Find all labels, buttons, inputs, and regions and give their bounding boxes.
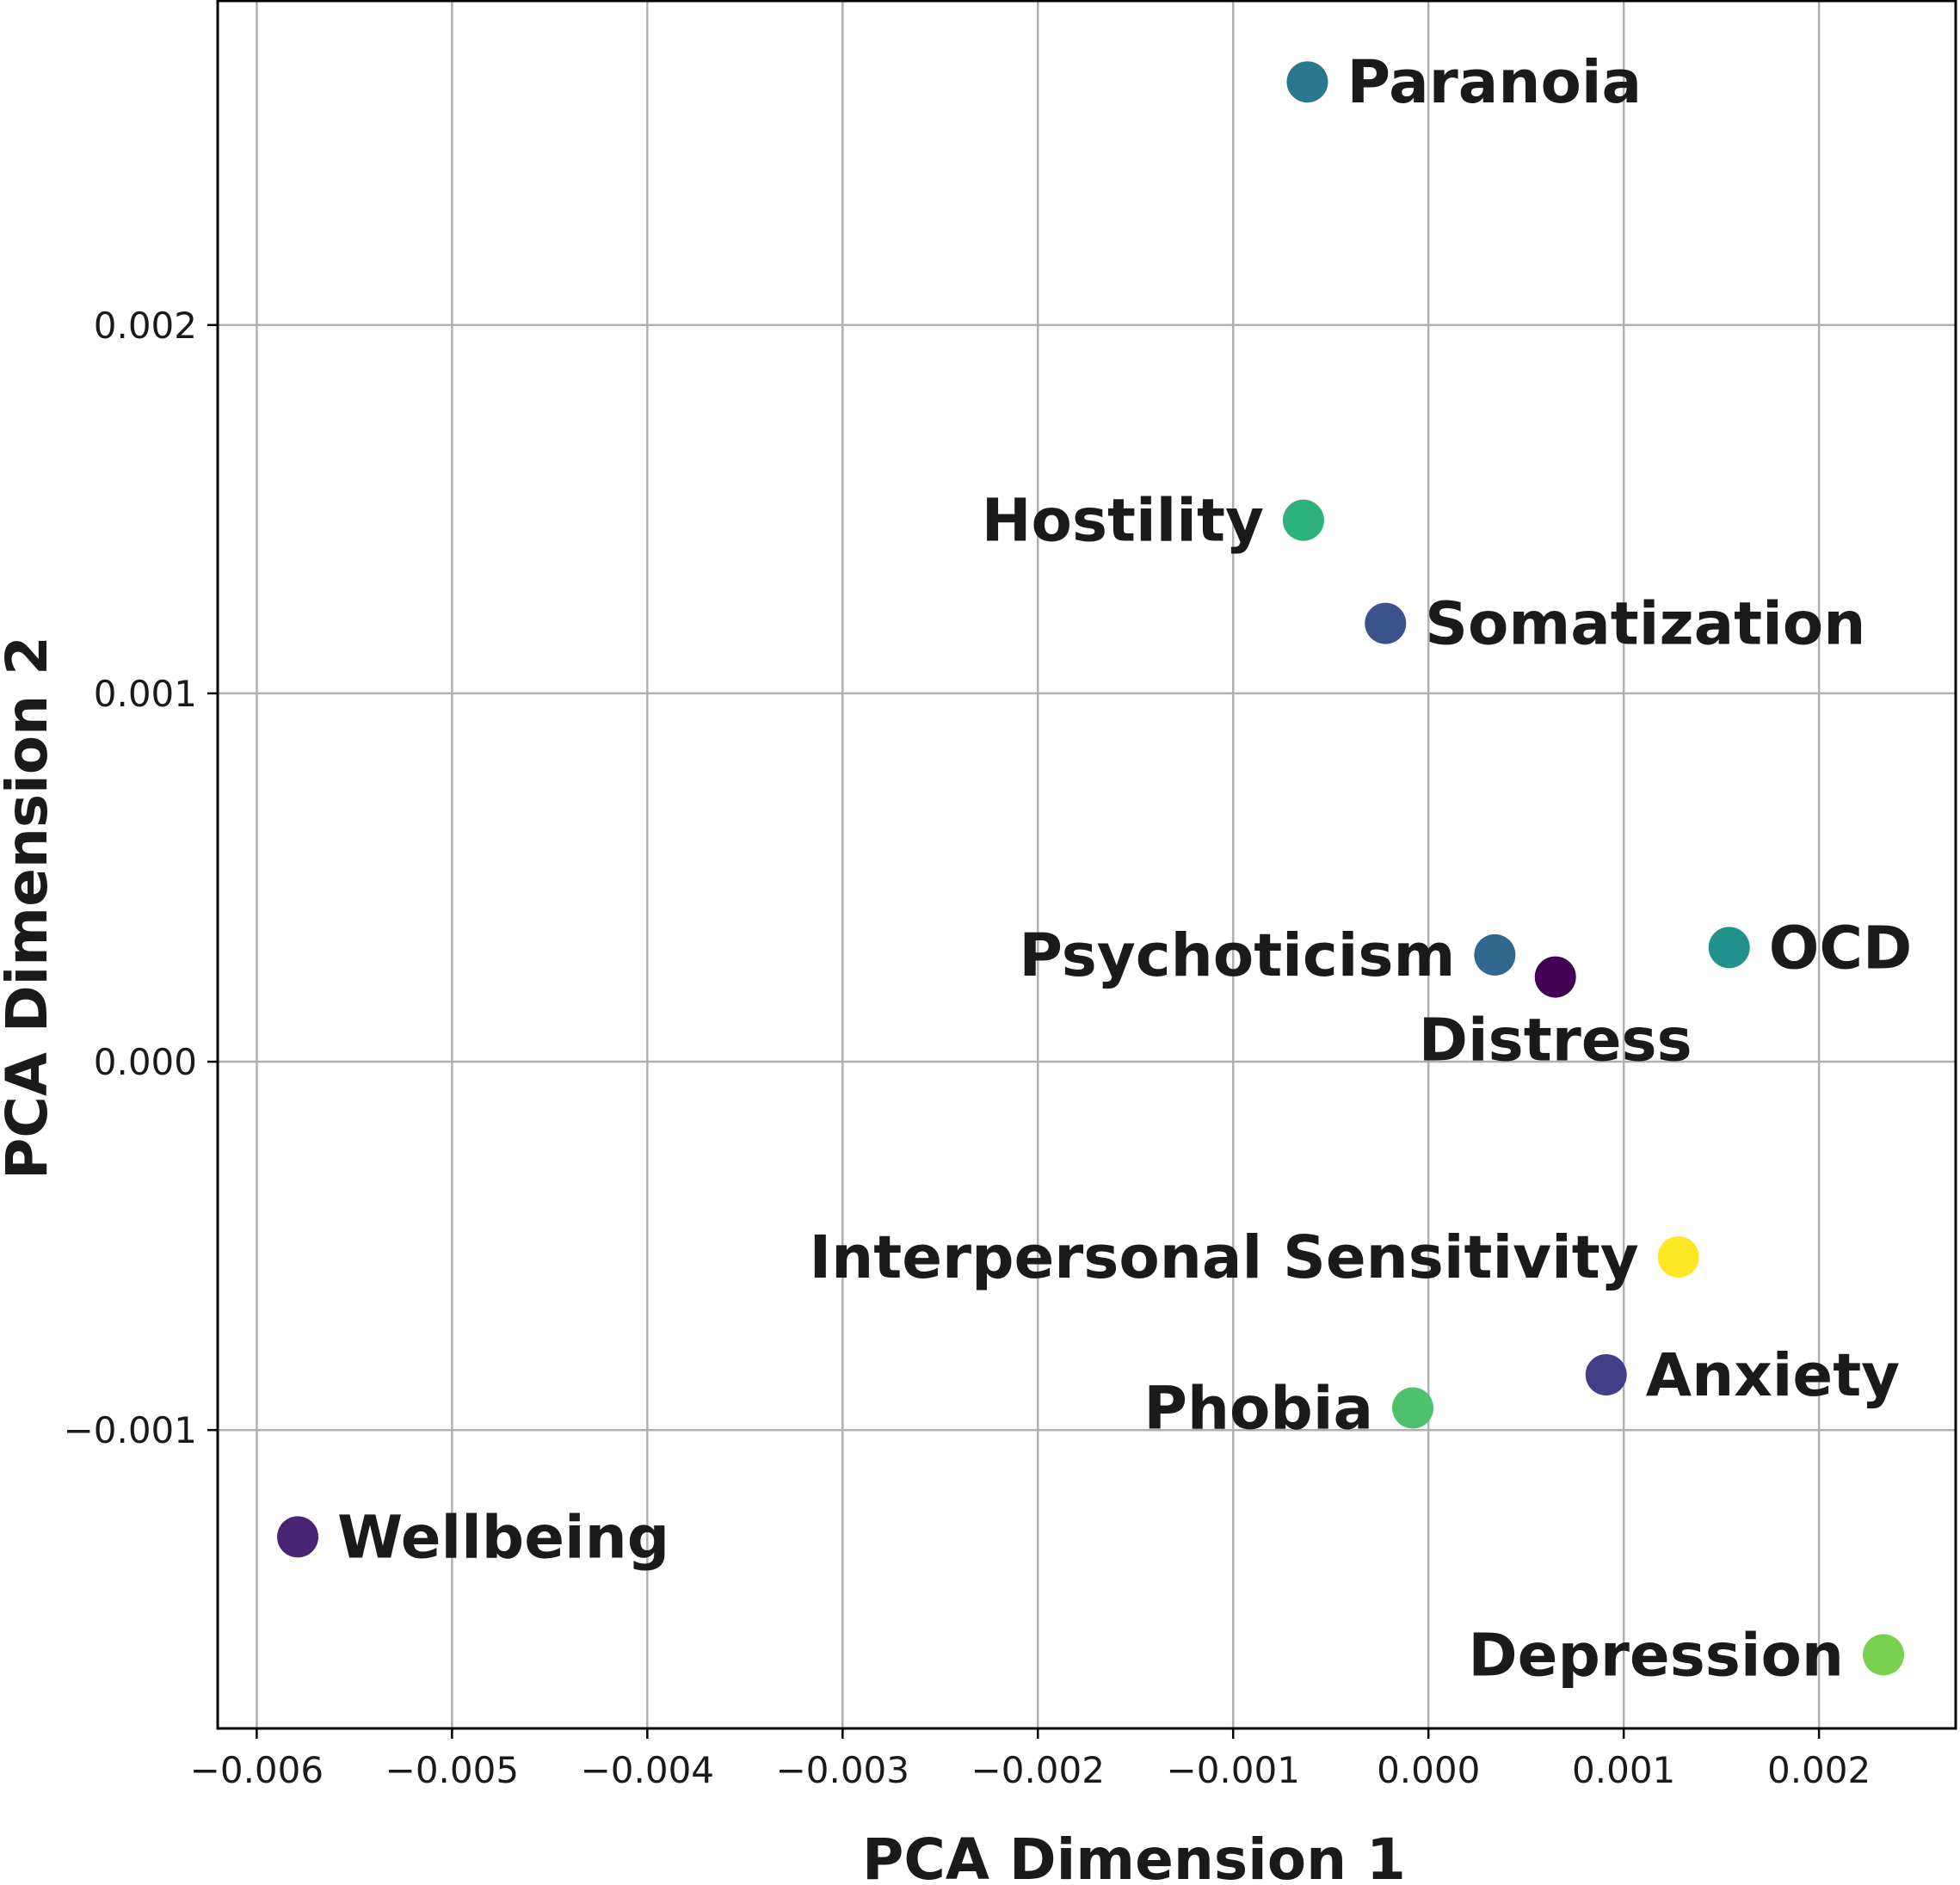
point-label-paranoia: Paranoia xyxy=(1347,48,1642,117)
point-ocd xyxy=(1708,927,1750,969)
grid xyxy=(218,1,1956,1728)
y-tick-label: 0.000 xyxy=(94,1041,197,1083)
point-depression xyxy=(1863,1634,1905,1676)
y-tick-label: 0.001 xyxy=(94,673,197,715)
x-axis-title: PCA Dimension 1 xyxy=(862,1826,1406,1885)
x-tick-label: 0.001 xyxy=(1572,1749,1675,1791)
x-tick-label: −0.004 xyxy=(581,1749,714,1791)
x-tick-label: −0.006 xyxy=(190,1749,324,1791)
x-tick-label: 0.002 xyxy=(1767,1749,1871,1791)
point-label-depression: Depression xyxy=(1468,1621,1844,1690)
plot-frame xyxy=(216,0,1957,1730)
y-axis-title: PCA Dimension 2 xyxy=(0,636,60,1180)
point-paranoia xyxy=(1286,61,1328,103)
x-tick-label: −0.001 xyxy=(1167,1749,1300,1791)
point-label-phobia: Phobia xyxy=(1143,1375,1373,1444)
x-tick-label: −0.002 xyxy=(971,1749,1105,1791)
point-label-wellbeing: Wellbeing xyxy=(337,1503,669,1572)
point-label-ocd: OCD xyxy=(1769,914,1913,983)
point-wellbeing xyxy=(277,1516,319,1558)
point-hostility xyxy=(1282,499,1324,541)
point-interpersonal-sensitivity xyxy=(1657,1235,1699,1278)
x-tick-label: −0.003 xyxy=(776,1749,909,1791)
point-label-psychoticism: Psychoticism xyxy=(1019,921,1455,990)
x-tick-label: 0.000 xyxy=(1377,1749,1480,1791)
x-tick-label: −0.005 xyxy=(385,1749,519,1791)
point-label-hostility: Hostility xyxy=(982,487,1264,556)
y-tick-label: 0.002 xyxy=(94,305,197,347)
point-label-distress: Distress xyxy=(1419,1007,1692,1075)
point-distress xyxy=(1534,956,1576,998)
point-label-interpersonal-sensitivity: Interpersonal Sensitivity xyxy=(809,1223,1638,1292)
point-phobia xyxy=(1392,1387,1434,1429)
point-psychoticism xyxy=(1474,933,1516,976)
axis-ticks: −0.006 −0.005 −0.004 −0.003 −0.002 −0.001 0.00… xyxy=(64,305,1871,1791)
point-label-anxiety: Anxiety xyxy=(1646,1341,1900,1410)
data-points xyxy=(277,61,1905,1676)
point-labels: Paranoia Hostility Somatization Psychoticis… xyxy=(337,48,1912,1690)
point-label-somatization: Somatization xyxy=(1425,590,1865,659)
point-somatization xyxy=(1365,602,1407,644)
y-tick-label: −0.001 xyxy=(64,1409,197,1451)
point-anxiety xyxy=(1585,1353,1627,1395)
